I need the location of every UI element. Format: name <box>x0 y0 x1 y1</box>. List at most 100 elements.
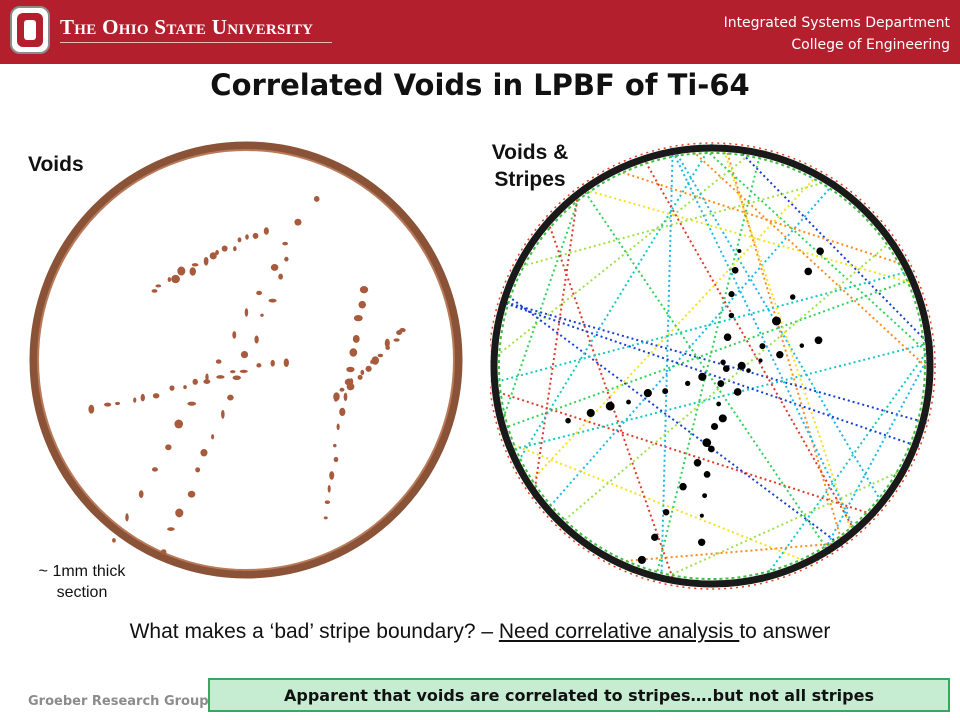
scan-stripe-line <box>511 144 711 588</box>
void-mark <box>283 358 289 368</box>
research-group-footer: Groeber Research Group <box>28 694 209 709</box>
question-lead: What makes a ‘bad’ stripe boundary? – <box>129 620 499 643</box>
scan-stripe-line <box>698 144 870 588</box>
void-mark <box>151 289 158 293</box>
void-mark <box>282 241 289 246</box>
void-mark <box>816 247 824 255</box>
void-mark <box>211 434 215 440</box>
void-mark <box>651 533 659 541</box>
scan-stripe-line <box>490 321 934 472</box>
void-mark <box>722 365 730 372</box>
scan-stripe-line <box>490 278 934 446</box>
void-mark <box>125 513 129 522</box>
void-mark <box>151 467 158 472</box>
void-mark <box>152 393 160 399</box>
void-mark <box>353 314 363 322</box>
section-thickness-note: ~ 1mm thick section <box>22 561 142 603</box>
void-mark <box>254 335 259 344</box>
correlative-analysis-phrase: Need correlative analysis <box>498 620 740 643</box>
void-mark <box>716 401 722 407</box>
void-mark <box>324 500 331 505</box>
scan-stripe-line <box>490 144 879 550</box>
void-mark <box>333 443 337 448</box>
void-mark <box>203 256 209 266</box>
void-mark <box>232 331 237 339</box>
void-mark <box>399 327 406 333</box>
void-mark <box>333 392 340 402</box>
void-mark <box>104 402 112 407</box>
scan-stripe-line <box>490 144 640 588</box>
void-mark <box>586 408 595 418</box>
void-mark <box>329 471 335 480</box>
block-o-logo-icon <box>10 6 50 54</box>
void-mark <box>702 493 708 499</box>
void-mark <box>605 401 615 411</box>
void-mark <box>759 343 766 350</box>
void-mark <box>155 284 162 288</box>
void-mark <box>710 422 719 431</box>
void-mark <box>643 388 652 398</box>
void-mark <box>720 359 726 365</box>
scan-stripe-line <box>600 144 899 588</box>
void-mark <box>352 334 360 343</box>
void-mark <box>160 549 167 555</box>
question-tail: to answer <box>739 620 831 643</box>
void-mark <box>336 423 340 431</box>
void-mark <box>203 379 211 384</box>
void-mark <box>244 308 249 317</box>
void-mark <box>707 445 715 453</box>
void-mark <box>133 397 137 403</box>
void-mark <box>384 338 390 348</box>
void-mark <box>115 401 120 406</box>
void-mark <box>112 538 116 543</box>
void-mark <box>804 267 813 276</box>
void-mark <box>240 351 249 359</box>
void-mark <box>371 356 380 365</box>
void-mark <box>294 218 302 226</box>
void-mark <box>360 369 365 376</box>
void-mark <box>697 538 706 546</box>
void-mark <box>333 456 339 463</box>
void-mark <box>205 373 209 381</box>
void-mark <box>191 263 199 267</box>
college-name: College of Engineering <box>791 37 950 53</box>
void-mark <box>167 527 175 531</box>
void-mark <box>313 195 320 202</box>
void-mark <box>737 361 746 370</box>
void-mark <box>187 490 196 498</box>
void-mark <box>662 508 670 516</box>
void-mark <box>88 404 95 414</box>
conclusion-callout-box: Apparent that voids are correlated to st… <box>208 678 950 712</box>
void-mark <box>679 482 687 491</box>
voids-stripes-label: Voids & Stripes <box>482 139 578 193</box>
void-mark <box>221 409 225 419</box>
void-mark <box>230 370 236 374</box>
void-mark <box>699 513 704 518</box>
void-mark <box>209 252 217 260</box>
void-mark <box>393 338 400 342</box>
void-mark <box>728 312 735 319</box>
section-thickness-line2: section <box>56 584 108 601</box>
void-mark <box>192 378 198 385</box>
void-mark <box>270 263 279 271</box>
void-mark <box>702 438 712 448</box>
void-mark <box>346 366 355 373</box>
void-mark <box>177 266 186 276</box>
void-mark <box>343 392 348 402</box>
void-mark <box>169 385 175 391</box>
voids-stripes-label-line2: Stripes <box>494 168 566 191</box>
void-mark <box>221 245 228 252</box>
void-mark <box>232 375 241 381</box>
university-header-bar: The Ohio State University Integrated Sys… <box>0 0 960 64</box>
scan-stripe-line <box>622 144 934 462</box>
void-mark <box>187 401 197 406</box>
void-mark <box>239 369 248 373</box>
void-mark <box>167 277 172 283</box>
void-mark <box>256 290 263 296</box>
department-info: Integrated Systems Department College of… <box>724 12 950 56</box>
void-mark <box>227 394 234 401</box>
void-mark <box>814 336 823 345</box>
void-mark <box>245 234 249 240</box>
university-name-rule <box>60 42 332 43</box>
void-mark <box>171 274 180 284</box>
